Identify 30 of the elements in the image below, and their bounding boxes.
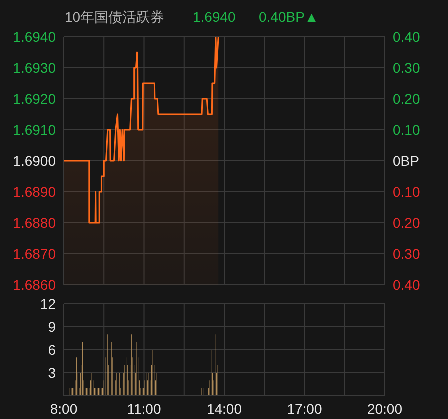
y-tick-label: 3: [48, 365, 56, 381]
y2-tick-label: 0.20: [393, 91, 420, 107]
x-tick-label: 11:00: [127, 400, 162, 417]
x-tick-label: 8:00: [50, 400, 78, 417]
y-tick-label: 1.6930: [13, 60, 56, 76]
x-tick-label: 14:00: [206, 400, 242, 417]
y2-tick-label: 0.20: [393, 215, 420, 231]
y2-tick-label: 0.30: [393, 60, 420, 76]
y-tick-label: 1.6890: [13, 184, 56, 200]
y-tick-label: 1.6900: [13, 153, 56, 169]
y-tick-label: 12: [40, 296, 56, 312]
y-tick-label: 6: [48, 342, 56, 358]
y-tick-label: 1.6860: [13, 277, 56, 293]
text: 0.40BP▲: [259, 9, 319, 25]
y2-tick-label: 0.30: [393, 246, 420, 262]
y-tick-label: 1.6870: [13, 246, 56, 262]
y-tick-label: 1.6920: [13, 91, 56, 107]
text: 1.6940: [193, 9, 236, 25]
y2-tick-label: 0.40: [393, 277, 420, 293]
y-tick-label: 9: [48, 319, 56, 335]
y-tick-label: 1.6910: [13, 122, 56, 138]
y2-tick-label: 0.10: [393, 184, 420, 200]
y2-tick-label: 0.40: [393, 29, 420, 45]
chart-title: 10年国债活跃券: [65, 9, 165, 27]
x-tick-label: 17:00: [287, 400, 322, 417]
y-tick-label: 1.6940: [13, 29, 56, 45]
x-tick-label: 20:00: [367, 400, 403, 417]
y2-tick-label: 0.10: [393, 122, 420, 138]
y2-tick-label: 0BP: [393, 153, 420, 169]
y-tick-label: 1.6880: [13, 215, 56, 231]
